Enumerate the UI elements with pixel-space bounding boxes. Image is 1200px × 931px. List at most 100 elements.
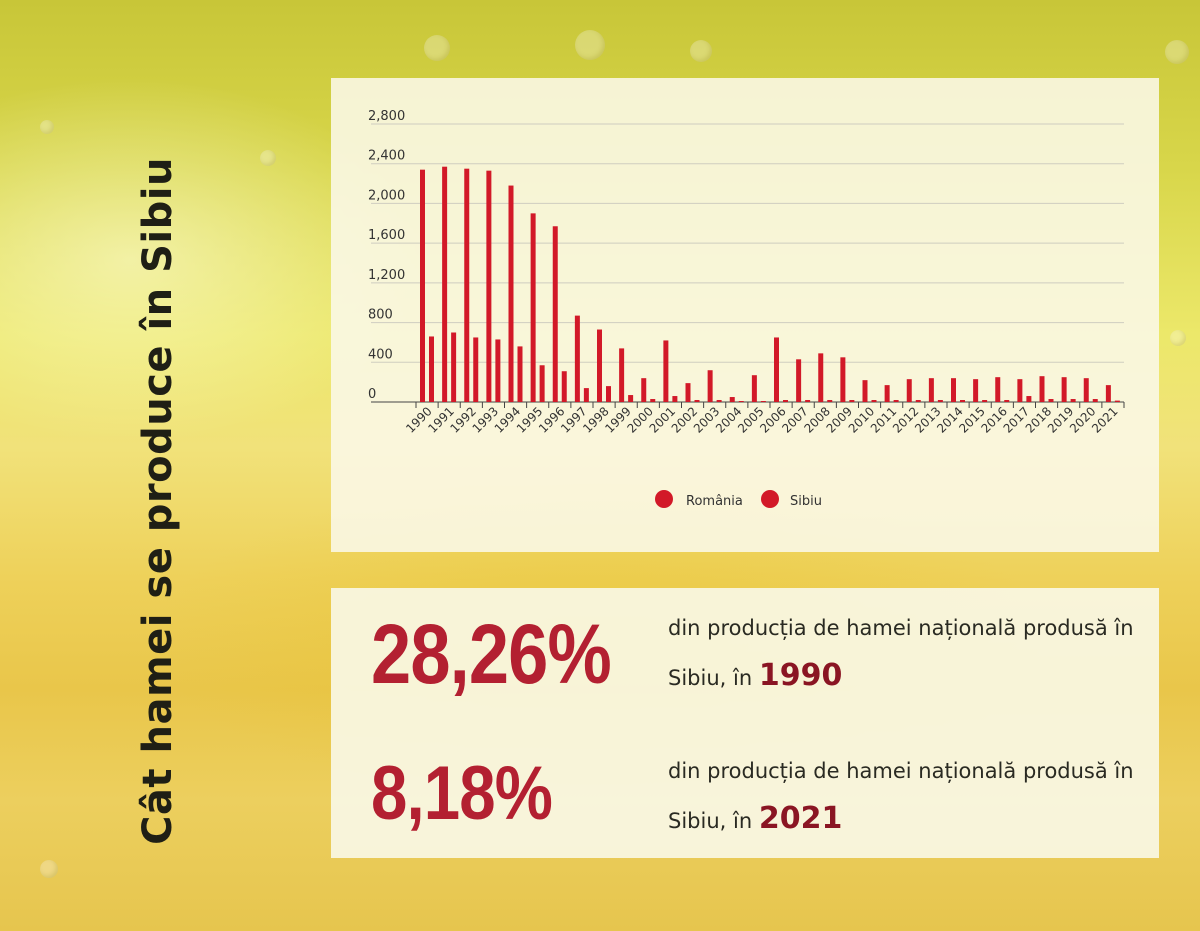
bar-sibiu-2011: [893, 400, 899, 402]
page-title: Cât hamei se produce în Sibiu: [135, 157, 181, 845]
y-tick-label: 2,400: [368, 149, 405, 164]
bar-romania-1990: [420, 169, 425, 402]
bar-romania-2010: [862, 380, 868, 402]
legend-label-romania: România: [686, 494, 743, 509]
bar-romania-2006: [774, 337, 779, 402]
bar-sibiu-2015: [982, 400, 988, 402]
bar-romania-2019: [1061, 377, 1067, 402]
stat-value-2021: 8,18%: [371, 751, 553, 836]
bar-sibiu-2013: [937, 400, 943, 402]
bar-sibiu-2002: [694, 400, 700, 402]
stat-value-1990: 28,26%: [371, 607, 612, 701]
bar-romania-2018: [1039, 376, 1045, 402]
bar-sibiu-1999: [628, 395, 634, 402]
bar-romania-2011: [884, 385, 890, 402]
bar-sibiu-1997: [583, 388, 589, 402]
bar-sibiu-2014: [960, 400, 965, 402]
bar-romania-2012: [906, 379, 912, 402]
bar-romania-1996: [552, 226, 558, 402]
bar-romania-2000: [641, 378, 647, 402]
bar-sibiu-2012: [915, 400, 921, 402]
bar-romania-2021: [1105, 385, 1111, 402]
bar-romania-2007: [796, 359, 802, 402]
legend: România Sibiu: [655, 490, 822, 509]
legend-marker-romania: [655, 490, 673, 508]
bar-romania-2014: [951, 378, 956, 402]
y-tick-label: 400: [368, 347, 393, 362]
bar-sibiu-1996: [561, 371, 567, 402]
bubble-decoration: [1165, 40, 1189, 64]
bar-romania-2002: [685, 383, 691, 402]
bar-sibiu-2021: [1114, 400, 1120, 402]
bar-romania-2005: [751, 375, 757, 402]
bar-sibiu-2005: [760, 401, 766, 402]
bar-romania-1999: [619, 348, 625, 402]
stat-year-2021: 2021: [758, 801, 843, 836]
bar-romania-1992: [464, 168, 470, 402]
bar-sibiu-2016: [1004, 400, 1010, 402]
bar-romania-2004: [729, 397, 735, 402]
bar-romania-1995: [530, 213, 536, 402]
stat-year-1990: 1990: [758, 658, 843, 693]
chart-panel: 0 400 800 1,200 1,600 2,000 2,400 2,800 1990 199…: [331, 78, 1159, 552]
gridlines: [371, 123, 1124, 403]
bar-sibiu-1991: [451, 332, 457, 402]
bubble-decoration: [690, 40, 712, 62]
legend-marker-sibiu: [761, 490, 779, 508]
bar-sibiu-1992: [473, 337, 479, 402]
bar-romania-2003: [707, 370, 713, 402]
y-tick-label: 800: [368, 308, 393, 323]
x-axis-labels: 1990199119921993199419951996199719981999…: [403, 402, 1125, 436]
bar-sibiu-2018: [1048, 399, 1054, 402]
bar-sibiu-2004: [738, 401, 744, 402]
x-tick-label: 2021: [1089, 404, 1120, 435]
legend-label-sibiu: Sibiu: [790, 494, 822, 509]
bar-romania-1994: [508, 185, 514, 402]
bar-sibiu-1993: [495, 339, 501, 402]
bar-sibiu-1990: [429, 336, 434, 402]
bar-romania-1997: [574, 315, 580, 402]
bar-romania-2001: [663, 340, 669, 402]
bar-sibiu-1994: [517, 346, 523, 402]
bar-sibiu-2001: [672, 396, 678, 402]
y-tick-label: 1,600: [368, 228, 405, 243]
bars: [420, 166, 1120, 402]
bar-romania-2009: [840, 357, 846, 402]
bar-sibiu-2019: [1070, 399, 1076, 402]
bubble-decoration: [424, 35, 450, 61]
bubble-decoration: [40, 860, 58, 878]
stat-text-1990: din producția de hamei națională produsă…: [668, 616, 1134, 690]
bar-sibiu-2007: [805, 400, 811, 402]
bar-romania-2013: [928, 378, 934, 402]
bar-sibiu-1998: [606, 386, 611, 402]
bar-sibiu-2017: [1026, 396, 1032, 402]
bar-chart: 0 400 800 1,200 1,600 2,000 2,400 2,800 1990199…: [368, 109, 1125, 509]
bar-romania-1991: [442, 166, 448, 402]
bar-sibiu-2000: [650, 399, 656, 402]
bar-sibiu-2020: [1092, 399, 1098, 402]
stat-text-2021: din producția de hamei națională produsă…: [668, 759, 1134, 833]
bubble-decoration: [260, 150, 276, 166]
bubble-decoration: [575, 30, 605, 60]
bar-sibiu-2008: [827, 400, 833, 402]
bar-romania-1993: [486, 170, 492, 402]
bar-sibiu-2003: [716, 400, 722, 402]
bar-romania-2016: [995, 377, 1001, 402]
stat-description-1990: din producția de hamei națională produsă…: [668, 605, 1148, 702]
y-tick-label: 0: [368, 387, 376, 402]
y-axis-labels: 0 400 800 1,200 1,600 2,000 2,400 2,800: [368, 109, 405, 402]
y-tick-label: 2,000: [368, 188, 405, 203]
stats-panel: 28,26% din producția de hamei națională …: [331, 588, 1159, 858]
bar-romania-2008: [818, 353, 824, 402]
y-tick-label: 2,800: [368, 109, 405, 124]
stat-description-2021: din producția de hamei națională produsă…: [668, 748, 1148, 845]
bar-sibiu-2010: [871, 400, 877, 402]
bubble-decoration: [1170, 330, 1186, 346]
bubble-decoration: [40, 120, 54, 134]
bar-sibiu-2006: [783, 400, 788, 402]
bar-romania-2017: [1017, 379, 1023, 402]
bar-romania-2015: [973, 379, 979, 402]
bar-sibiu-1995: [539, 365, 545, 402]
bar-sibiu-2009: [849, 400, 855, 402]
y-tick-label: 1,200: [368, 268, 405, 283]
